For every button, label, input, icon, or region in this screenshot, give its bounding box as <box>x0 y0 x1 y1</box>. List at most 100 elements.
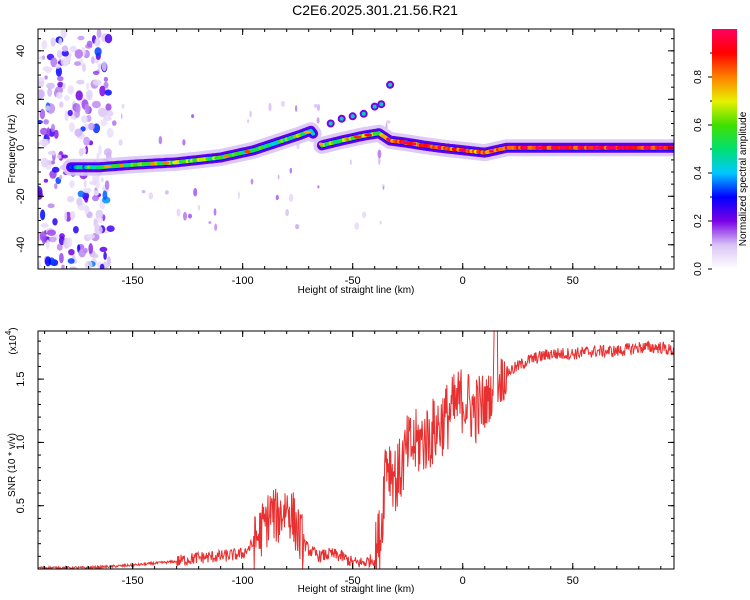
noise-blob <box>74 258 78 264</box>
noise-blob <box>59 101 64 108</box>
branch-blob <box>379 102 384 107</box>
ridge-hotspot <box>489 149 494 153</box>
noise-blob <box>94 47 102 57</box>
y-axis-label: Frequency (Hz) <box>7 115 18 184</box>
noise-blob <box>67 258 75 264</box>
noise-blob <box>289 167 293 174</box>
noise-blob <box>41 157 49 168</box>
ridge-hotspot <box>244 150 251 154</box>
ridge-hotspot <box>87 165 91 169</box>
noise-blob <box>104 180 110 191</box>
noise-blob <box>42 66 51 72</box>
noise-blob <box>182 139 186 146</box>
noise-blob <box>42 55 45 60</box>
y-tick-label: 20 <box>15 93 27 105</box>
noise-blob <box>148 192 154 200</box>
noise-blob <box>69 211 76 220</box>
branch-blob <box>350 114 355 119</box>
snr-frame <box>37 330 675 570</box>
noise-blob <box>112 120 117 126</box>
noise-blob <box>40 223 49 228</box>
noise-blob <box>316 104 321 111</box>
noise-blob <box>82 63 86 72</box>
ridge-hotspot <box>353 135 362 139</box>
noise-blob <box>39 108 46 120</box>
noise-blob <box>83 136 90 146</box>
noise-blob <box>59 233 65 239</box>
noise-blob <box>268 102 272 112</box>
noise-blob <box>48 236 57 243</box>
noise-blob <box>188 213 192 219</box>
noise-blob <box>77 35 85 41</box>
x-tick-label: -100 <box>232 575 254 587</box>
x-axis-label: Height of straight line (km) <box>298 285 415 296</box>
noise-blob <box>60 29 67 39</box>
noise-blob <box>158 136 163 145</box>
noise-blob <box>43 119 49 125</box>
noise-blob <box>45 105 51 111</box>
noise-blob <box>50 123 56 133</box>
noise-blob <box>288 193 294 202</box>
ridge-hotspot <box>643 146 652 150</box>
noise-blob <box>86 82 90 91</box>
noise-blob <box>75 103 81 114</box>
noise-blob <box>118 139 123 146</box>
noise-blob <box>40 127 49 136</box>
ridge-hotspot <box>521 146 529 150</box>
noise-blob <box>47 87 53 97</box>
colorbar-label: Normalized spectral amplitude <box>738 111 749 246</box>
noise-blob <box>121 103 125 109</box>
noise-blob <box>60 57 70 67</box>
noise-blob <box>295 105 298 112</box>
noise-blob <box>93 190 100 196</box>
noise-blob <box>193 187 198 197</box>
noise-blob <box>84 195 89 203</box>
noise-blob <box>98 144 102 156</box>
branch-blob <box>388 82 393 87</box>
noise-blob <box>183 211 187 221</box>
noise-blob <box>61 50 69 57</box>
noise-blob <box>106 127 114 138</box>
x-tick-label: -150 <box>122 275 144 287</box>
colorbar-gradient <box>712 29 737 269</box>
noise-blob <box>47 203 55 209</box>
ridge-hotspot <box>103 165 112 169</box>
noise-blob <box>69 45 77 53</box>
y-tick-label: 0.5 <box>15 498 27 513</box>
noise-blob <box>76 197 83 206</box>
ridge-hotspot <box>303 130 312 134</box>
ridge-hotspot <box>437 146 442 150</box>
y-axis-label: SNR (10 * v/v) <box>7 433 18 497</box>
noise-blob <box>94 37 101 47</box>
noise-blob <box>38 77 45 82</box>
noise-blob <box>102 190 108 200</box>
noise-blob <box>57 81 64 88</box>
noise-blob <box>51 160 55 165</box>
noise-blob <box>54 86 64 94</box>
noise-blob <box>41 235 46 245</box>
noise-blob <box>275 194 279 201</box>
noise-blob <box>82 187 92 194</box>
noise-blob <box>105 110 114 117</box>
noise-blob <box>92 195 99 202</box>
noise-blob <box>238 191 240 199</box>
noise-blob <box>94 225 103 235</box>
noise-blob <box>92 70 100 75</box>
noise-blob <box>54 183 58 190</box>
noise-blob <box>103 148 112 157</box>
noise-blob <box>106 225 115 232</box>
noise-blob <box>56 243 63 251</box>
noise-blob <box>103 81 109 89</box>
noise-blob <box>75 90 83 101</box>
noise-blob <box>191 114 195 119</box>
ridge-hotspot <box>658 146 664 150</box>
noise-blob <box>213 208 217 216</box>
noise-blob <box>141 190 146 194</box>
ridge-hotspot <box>222 154 230 158</box>
noise-blob <box>52 218 58 226</box>
noise-blob <box>350 159 352 166</box>
ridge-hotspot <box>551 146 557 150</box>
noise-blob <box>86 40 93 48</box>
noise-blob <box>165 190 169 195</box>
noise-blob <box>198 204 200 211</box>
